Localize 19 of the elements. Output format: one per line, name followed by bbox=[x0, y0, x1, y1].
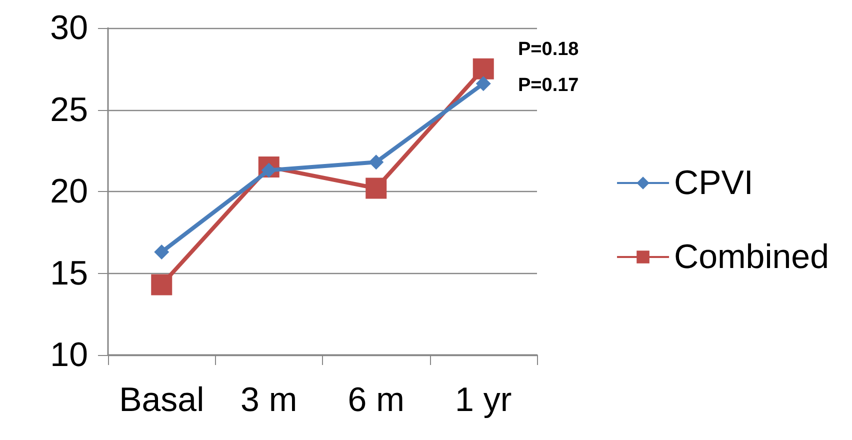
annotation: P=0.17 bbox=[518, 75, 579, 96]
point bbox=[368, 154, 384, 170]
x-tick-label: 6 m bbox=[348, 381, 404, 419]
point bbox=[151, 274, 172, 296]
y-tick-label: 25 bbox=[50, 90, 88, 129]
y-tick-label: 20 bbox=[50, 172, 88, 210]
point bbox=[154, 244, 170, 260]
legend-label: Combined bbox=[674, 238, 830, 276]
x-tick-label: 3 m bbox=[240, 381, 298, 419]
point bbox=[366, 178, 387, 199]
y-tick-label: 15 bbox=[50, 254, 88, 292]
annotation: P=0.18 bbox=[518, 39, 579, 60]
x-tick-label: 1 yr bbox=[455, 381, 512, 419]
y-tick-label: 30 bbox=[50, 9, 88, 47]
legend-label: CPVI bbox=[674, 164, 754, 202]
y-tick-label: 10 bbox=[50, 336, 88, 374]
point bbox=[472, 58, 494, 80]
point bbox=[476, 76, 491, 92]
x-tick-label: Basal bbox=[119, 381, 204, 419]
